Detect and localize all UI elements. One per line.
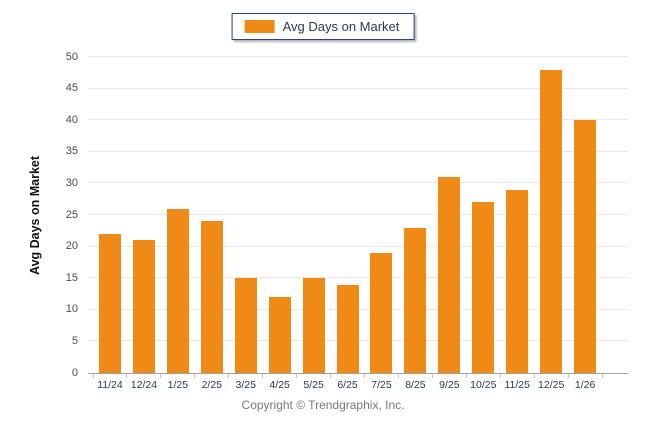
y-tick-label-35: 35 (65, 145, 78, 158)
x-axis-boundary-tick (126, 374, 128, 378)
x-tick-label-12/24: 12/24 (130, 379, 158, 391)
y-tick-label-40: 40 (65, 113, 78, 126)
bar-cell (568, 57, 602, 373)
x-axis-boundary-tick (397, 374, 399, 378)
gridline-40 (88, 119, 628, 121)
y-axis-labels: 0 5 10 15 20 25 30 35 40 45 50 (36, 51, 78, 379)
bar-1/26 (574, 120, 597, 373)
y-tick-label-25: 25 (65, 208, 78, 221)
y-tick-label-45: 45 (65, 82, 78, 95)
x-axis-labels: 11/24 12/24 1/25 2/25 3/25 4/25 5/25 6/25 7/25 8/… (93, 379, 602, 395)
y-tick-label-0: 0 (71, 366, 78, 379)
bar-cell (534, 57, 568, 373)
x-axis-boundary-tick (194, 374, 196, 378)
x-axis-boundary-tick (228, 374, 230, 378)
x-axis-ticks (92, 374, 603, 379)
bar-cell (161, 57, 195, 373)
legend-label: Avg Days on Market (282, 19, 400, 34)
gridline-45 (88, 87, 628, 89)
legend-swatch (244, 20, 275, 33)
bar-9/25 (438, 177, 461, 373)
bar-2/25 (200, 221, 223, 373)
x-tick-label-7/25: 7/25 (371, 379, 392, 391)
y-tick-label-20: 20 (65, 240, 78, 253)
gridline-30 (88, 182, 628, 184)
x-tick-label-6/25: 6/25 (337, 379, 358, 391)
x-tick-label-5/25: 5/25 (303, 379, 324, 391)
gridline-35 (88, 150, 628, 152)
x-tick-label-12/25: 12/25 (538, 379, 565, 391)
bar-10/25 (472, 202, 495, 373)
bar-1/25 (166, 208, 189, 373)
bar-7/25 (370, 252, 393, 373)
bar-cell (466, 57, 500, 373)
x-axis-boundary-tick (533, 374, 535, 378)
bar-cell (93, 57, 127, 373)
x-axis-boundary-tick (330, 374, 332, 378)
x-tick-label-1/26: 1/26 (574, 379, 596, 391)
x-tick-label-1/25: 1/25 (167, 379, 189, 391)
x-axis-boundary-tick (92, 374, 94, 378)
bar-5/25 (302, 278, 325, 373)
bar-cell (398, 57, 432, 373)
bar-11/24 (98, 233, 121, 373)
x-axis-boundary-tick (601, 374, 603, 378)
x-axis-boundary-tick (499, 374, 501, 378)
x-axis-boundary-tick (296, 374, 298, 378)
x-axis-boundary-tick (567, 374, 569, 378)
x-tick-label-2/25: 2/25 (201, 379, 222, 391)
gridline-15 (88, 277, 628, 279)
x-axis-boundary-tick (160, 374, 162, 378)
bar-cell (229, 57, 263, 373)
gridline-25 (88, 214, 628, 215)
bar-cell (500, 57, 534, 373)
plot-area (88, 56, 628, 374)
x-axis-boundary-tick (465, 374, 467, 378)
x-tick-label-8/25: 8/25 (405, 379, 426, 391)
bar-cell (331, 57, 365, 373)
bar-cell (297, 57, 331, 373)
bar-cell (432, 57, 466, 373)
x-axis-boundary-tick (431, 374, 433, 378)
bar-12/25 (540, 69, 563, 373)
x-tick-label-9/25: 9/25 (439, 379, 460, 391)
gridline-50 (88, 56, 628, 57)
y-tick-label-15: 15 (65, 271, 78, 284)
y-tick-label-5: 5 (71, 334, 78, 347)
bar-cell (365, 57, 399, 373)
bar-12/24 (132, 240, 155, 373)
bar-11/25 (506, 189, 529, 373)
copyright-text: Copyright © Trendgraphix, Inc. (241, 398, 405, 412)
x-tick-label-4/25: 4/25 (269, 379, 290, 391)
bar-cell (195, 57, 229, 373)
x-tick-label-11/24: 11/24 (97, 379, 123, 391)
bar-cell (127, 57, 161, 373)
bar-4/25 (268, 297, 291, 373)
bar-3/25 (234, 278, 257, 373)
bars-container (93, 57, 602, 373)
x-axis-boundary-tick (262, 374, 264, 378)
y-tick-label-30: 30 (65, 176, 78, 189)
x-tick-label-3/25: 3/25 (235, 379, 256, 391)
x-axis-boundary-tick (363, 374, 365, 378)
y-tick-label-10: 10 (65, 303, 78, 316)
x-tick-label-10/25: 10/25 (470, 379, 497, 391)
legend-box: Avg Days on Market (231, 13, 415, 40)
bar-8/25 (404, 227, 427, 373)
bar-cell (263, 57, 297, 373)
gridline-20 (88, 245, 628, 247)
bar-6/25 (336, 284, 359, 373)
x-tick-label-11/25: 11/25 (504, 379, 530, 391)
y-tick-label-50: 50 (65, 50, 78, 63)
